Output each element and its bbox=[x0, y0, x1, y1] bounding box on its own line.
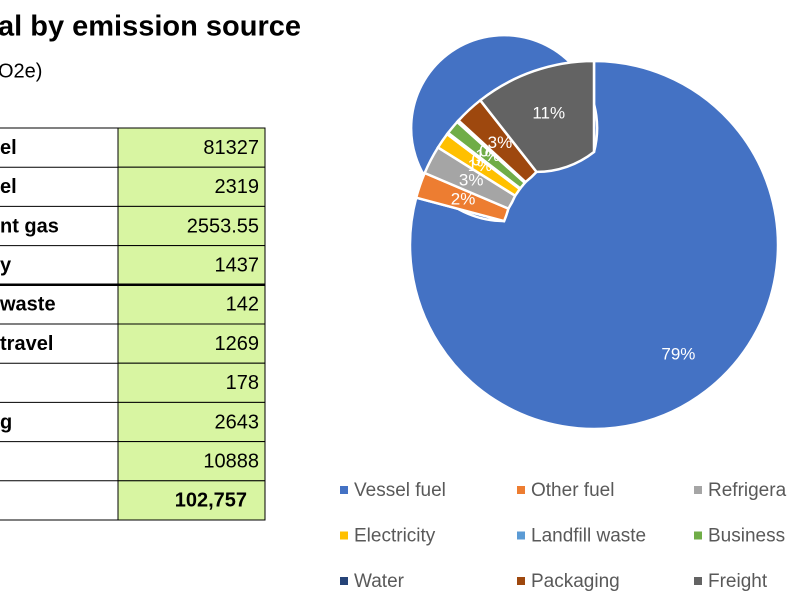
row-value: 10888 bbox=[203, 450, 259, 472]
legend-label: Freight bbox=[708, 571, 768, 592]
value-cell bbox=[117, 284, 266, 325]
value-cell bbox=[117, 401, 266, 443]
row-value: 2319 bbox=[215, 176, 260, 198]
donut-slice bbox=[478, 59, 596, 174]
legend: Vessel fuel Other fuel Refrigera Electricit… bbox=[340, 480, 787, 592]
legend-swatch bbox=[517, 486, 525, 494]
legend-label: Landfill waste bbox=[531, 526, 646, 547]
sheet-title: al by emission source bbox=[0, 11, 301, 43]
row-value: 1269 bbox=[215, 333, 260, 355]
total-value: 102,757 bbox=[175, 490, 247, 512]
sheet-subtitle: O2e) bbox=[0, 60, 42, 82]
row-value: 81327 bbox=[203, 137, 259, 159]
legend-label: Packaging bbox=[531, 571, 620, 592]
legend-swatch bbox=[694, 531, 702, 540]
legend-swatch bbox=[517, 531, 525, 540]
legend-label: Water bbox=[354, 571, 405, 592]
row-label: waste bbox=[0, 294, 56, 316]
legend-swatch bbox=[517, 577, 525, 585]
slice-label: 11% bbox=[532, 104, 565, 123]
slice-label: 79% bbox=[661, 344, 695, 363]
value-cell bbox=[117, 441, 266, 482]
slice-label: 3% bbox=[488, 133, 513, 152]
value-cell bbox=[117, 480, 266, 521]
value-cell bbox=[117, 362, 266, 403]
value-cell bbox=[117, 166, 266, 207]
legend-swatch bbox=[340, 486, 348, 494]
slice-label: 2% bbox=[451, 189, 476, 208]
legend-swatch bbox=[694, 577, 702, 585]
emission-table: el 81327 el 2319 nt gas 2553.55 y 1437 waste 142 t… bbox=[0, 127, 266, 521]
row-label: nt gas bbox=[0, 215, 59, 237]
value-cell bbox=[117, 245, 266, 286]
legend-swatch bbox=[694, 486, 702, 494]
row-label: y bbox=[0, 254, 12, 276]
slice-label: 3% bbox=[459, 170, 484, 189]
legend-label: Electricity bbox=[354, 526, 436, 547]
donut-chart: 79%2%3%1%0%1%0%3%11% bbox=[408, 33, 780, 431]
legend-label: Business bbox=[708, 526, 785, 547]
row-value: 1437 bbox=[215, 254, 260, 276]
row-value: 178 bbox=[226, 372, 259, 394]
legend-label: Other fuel bbox=[531, 480, 614, 501]
row-label: travel bbox=[0, 333, 53, 355]
legend-swatch bbox=[340, 531, 348, 540]
row-label: el bbox=[0, 176, 17, 198]
value-cell bbox=[117, 127, 266, 168]
row-value: 2643 bbox=[215, 411, 260, 433]
row-value: 142 bbox=[226, 294, 259, 316]
legend-label: Refrigera bbox=[708, 480, 787, 501]
row-value: 2553.55 bbox=[187, 215, 259, 237]
legend-swatch bbox=[340, 577, 348, 585]
legend-label: Vessel fuel bbox=[354, 480, 446, 501]
row-label: el bbox=[0, 137, 17, 159]
row-label: g bbox=[0, 411, 12, 433]
